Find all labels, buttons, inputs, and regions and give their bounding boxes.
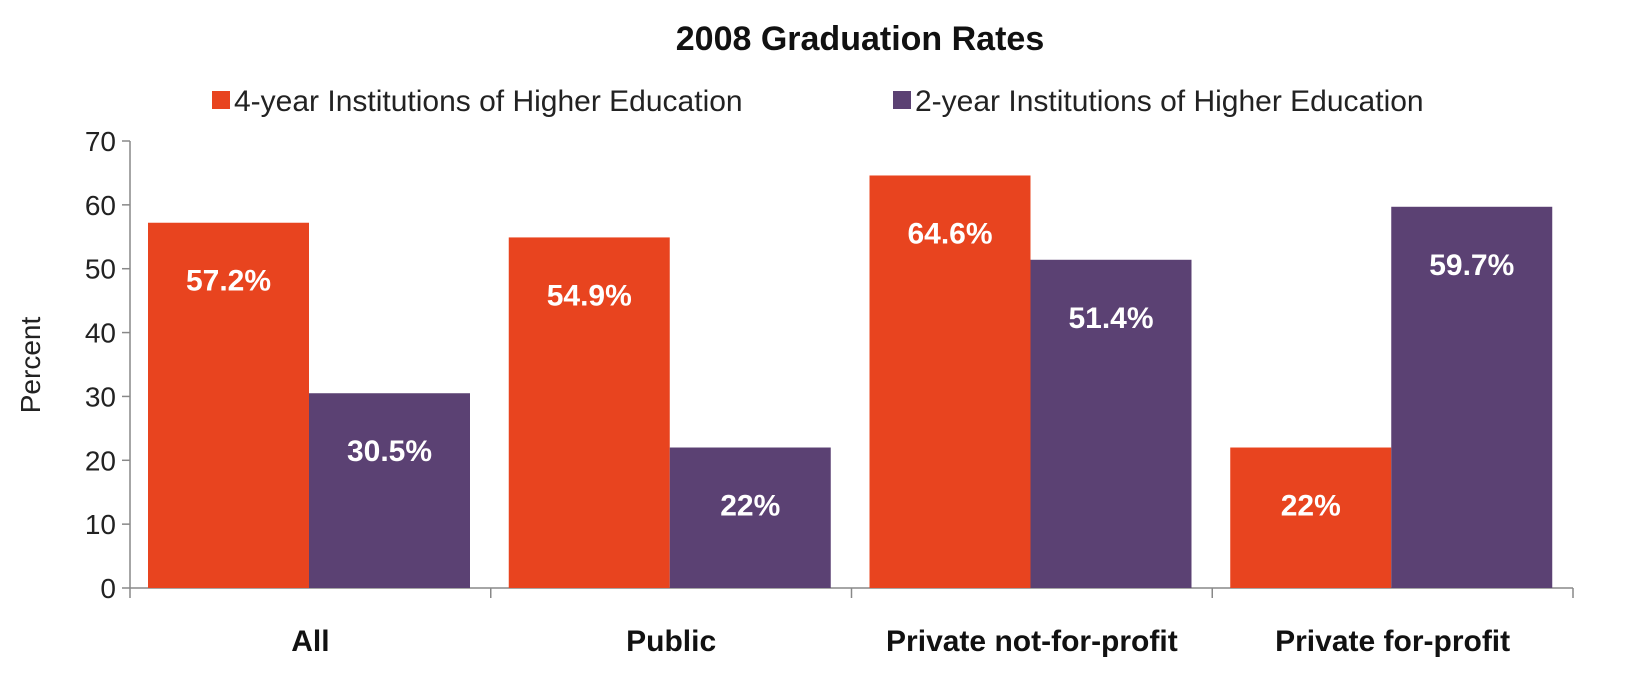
x-category-label: Public: [626, 625, 716, 658]
x-axis: All Public Private not-for-profit Private f…: [129, 587, 1574, 658]
bar: [309, 393, 470, 588]
bar: [508, 237, 670, 588]
bar-value-label: 59.7%: [1429, 249, 1514, 282]
y-axis: 0 10 20 30 40 50 60 70: [85, 126, 131, 604]
y-tick-label: 40: [85, 318, 116, 349]
bar: [1391, 206, 1553, 588]
y-tick-label: 0: [100, 573, 116, 604]
bar: [669, 447, 831, 588]
x-category-label: Private not-for-profit: [886, 625, 1178, 658]
legend: 4-year Institutions of Higher Education …: [212, 85, 1424, 118]
bar-value-label: 22%: [720, 490, 780, 523]
x-category-label: Private for-profit: [1275, 625, 1510, 658]
chart-title: 2008 Graduation Rates: [676, 20, 1044, 58]
legend-swatch-4-year: [212, 91, 230, 109]
bar-value-label: 54.9%: [547, 279, 632, 312]
bar-value-label: 51.4%: [1068, 302, 1153, 335]
y-tick-label: 20: [85, 445, 116, 476]
bars: [148, 175, 1553, 589]
legend-label-4-year: 4-year Institutions of Higher Education: [234, 85, 743, 118]
bar: [1030, 259, 1192, 588]
bar-value-label: 22%: [1281, 490, 1341, 523]
bar: [1230, 447, 1392, 588]
y-tick-label: 60: [85, 190, 116, 221]
y-tick-label: 30: [85, 381, 116, 412]
x-category-label: All: [291, 625, 329, 658]
y-tick-label: 50: [85, 254, 116, 285]
bar: [869, 175, 1031, 589]
legend-swatch-2-year: [893, 91, 911, 109]
y-tick-label: 10: [85, 509, 116, 540]
bar-value-label: 64.6%: [907, 217, 992, 250]
legend-label-2-year: 2-year Institutions of Higher Education: [915, 85, 1424, 118]
y-tick-label: 70: [85, 126, 116, 157]
bar-value-label: 57.2%: [186, 265, 271, 298]
bar-value-label: 30.5%: [347, 435, 432, 468]
bar-labels: 57.2% 54.9% 64.6% 22% 30.5% 22% 51.4% 59.7%: [186, 217, 1514, 522]
bar: [148, 222, 309, 589]
y-axis-title: Percent: [15, 317, 46, 414]
